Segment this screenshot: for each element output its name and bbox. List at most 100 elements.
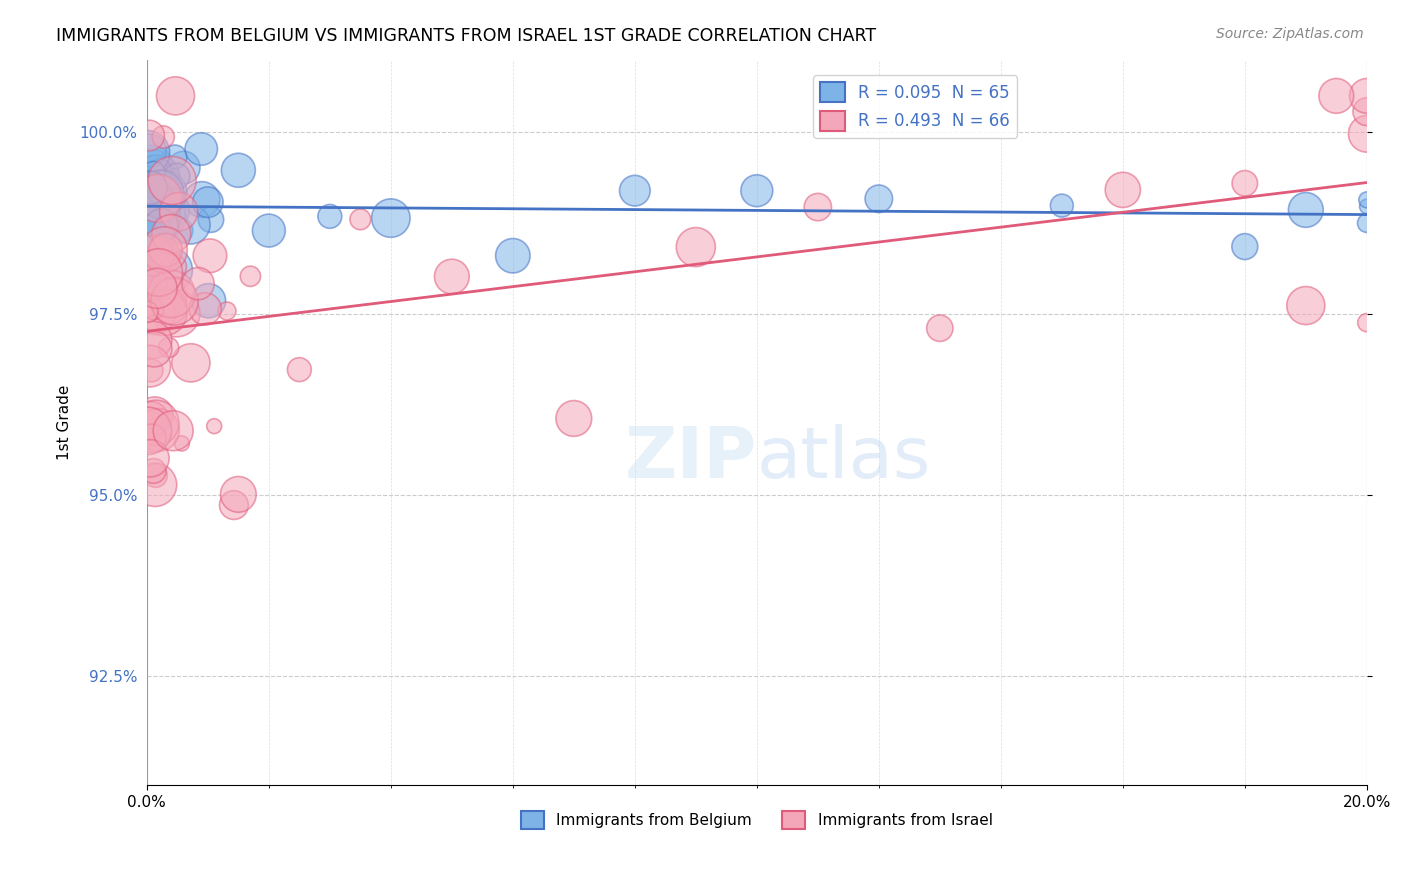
Immigrants from Israel	[153, 305, 176, 319]
Immigrants from Belgium	[136, 187, 159, 202]
Immigrants from Belgium	[136, 145, 159, 160]
Immigrants from Israel	[163, 260, 186, 274]
Immigrants from Israel	[143, 477, 166, 491]
Immigrants from Israel	[145, 468, 167, 483]
Immigrants from Belgium	[180, 218, 202, 232]
Immigrants from Israel	[136, 297, 159, 311]
Immigrants from Israel	[136, 278, 159, 293]
Immigrants from Israel	[138, 128, 160, 143]
Immigrants from Belgium	[142, 196, 165, 211]
Immigrants from Israel	[202, 419, 225, 434]
Immigrants from Israel	[141, 363, 163, 377]
Immigrants from Belgium	[142, 229, 165, 244]
Immigrants from Israel	[1324, 88, 1347, 103]
Immigrants from Belgium	[152, 210, 174, 224]
Immigrants from Israel	[239, 269, 262, 284]
Immigrants from Belgium	[141, 177, 163, 191]
Immigrants from Belgium	[139, 226, 162, 240]
Immigrants from Belgium	[319, 210, 342, 224]
Immigrants from Belgium	[139, 252, 162, 267]
Immigrants from Belgium	[136, 201, 159, 215]
Immigrants from Belgium	[157, 263, 180, 277]
Immigrants from Israel	[194, 301, 217, 316]
Immigrants from Belgium	[136, 216, 159, 230]
Immigrants from Belgium	[502, 249, 524, 263]
Immigrants from Israel	[160, 173, 183, 187]
Y-axis label: 1st Grade: 1st Grade	[58, 384, 72, 460]
Immigrants from Israel	[153, 243, 176, 257]
Immigrants from Belgium	[1355, 199, 1378, 213]
Immigrants from Israel	[153, 289, 176, 303]
Immigrants from Israel	[152, 248, 174, 262]
Immigrants from Israel	[928, 321, 950, 335]
Immigrants from Israel	[145, 416, 167, 430]
Immigrants from Israel	[1355, 316, 1378, 330]
Immigrants from Belgium	[191, 193, 214, 207]
Immigrants from Belgium	[1050, 198, 1073, 212]
Immigrants from Belgium	[150, 219, 173, 233]
Immigrants from Israel	[288, 362, 311, 376]
Immigrants from Belgium	[139, 144, 162, 158]
Immigrants from Israel	[215, 304, 238, 318]
Immigrants from Israel	[562, 411, 585, 425]
Immigrants from Belgium	[138, 210, 160, 224]
Immigrants from Belgium	[624, 184, 647, 198]
Immigrants from Israel	[148, 265, 170, 279]
Immigrants from Israel	[143, 342, 166, 356]
Immigrants from Israel	[157, 341, 180, 355]
Immigrants from Israel	[180, 356, 202, 370]
Text: atlas: atlas	[756, 424, 931, 493]
Text: IMMIGRANTS FROM BELGIUM VS IMMIGRANTS FROM ISRAEL 1ST GRADE CORRELATION CHART: IMMIGRANTS FROM BELGIUM VS IMMIGRANTS FR…	[56, 27, 876, 45]
Immigrants from Belgium	[152, 186, 174, 201]
Immigrants from Belgium	[142, 166, 165, 180]
Legend: Immigrants from Belgium, Immigrants from Israel: Immigrants from Belgium, Immigrants from…	[515, 805, 998, 836]
Immigrants from Israel	[349, 212, 371, 227]
Immigrants from Israel	[152, 129, 174, 144]
Immigrants from Belgium	[200, 212, 222, 227]
Text: ZIP: ZIP	[624, 424, 756, 493]
Immigrants from Israel	[136, 424, 159, 438]
Immigrants from Israel	[167, 204, 190, 219]
Immigrants from Belgium	[169, 223, 191, 237]
Immigrants from Israel	[159, 300, 181, 314]
Immigrants from Israel	[142, 249, 165, 263]
Immigrants from Belgium	[139, 165, 162, 179]
Immigrants from Belgium	[228, 163, 250, 178]
Immigrants from Israel	[440, 269, 463, 284]
Immigrants from Israel	[139, 451, 162, 466]
Immigrants from Belgium	[145, 172, 167, 186]
Immigrants from Belgium	[152, 186, 174, 200]
Immigrants from Israel	[160, 286, 183, 301]
Immigrants from Israel	[146, 191, 169, 205]
Immigrants from Israel	[139, 412, 162, 426]
Immigrants from Israel	[165, 88, 187, 103]
Immigrants from Israel	[139, 359, 162, 373]
Immigrants from Israel	[160, 227, 183, 241]
Immigrants from Israel	[170, 436, 193, 450]
Immigrants from Israel	[187, 277, 209, 291]
Immigrants from Belgium	[166, 169, 188, 184]
Immigrants from Israel	[1355, 127, 1378, 141]
Immigrants from Israel	[143, 408, 166, 422]
Immigrants from Belgium	[153, 217, 176, 231]
Immigrants from Belgium	[142, 239, 165, 253]
Immigrants from Belgium	[160, 203, 183, 218]
Immigrants from Israel	[1355, 88, 1378, 103]
Immigrants from Belgium	[148, 186, 170, 201]
Immigrants from Israel	[807, 200, 830, 214]
Immigrants from Israel	[146, 281, 169, 295]
Immigrants from Israel	[136, 305, 159, 319]
Immigrants from Belgium	[141, 228, 163, 243]
Immigrants from Israel	[155, 243, 177, 257]
Immigrants from Belgium	[146, 187, 169, 202]
Immigrants from Israel	[142, 464, 165, 478]
Immigrants from Israel	[163, 294, 186, 309]
Immigrants from Belgium	[197, 293, 219, 308]
Immigrants from Israel	[146, 423, 169, 437]
Immigrants from Belgium	[380, 211, 402, 225]
Immigrants from Belgium	[197, 195, 219, 210]
Immigrants from Israel	[685, 240, 707, 254]
Immigrants from Belgium	[136, 223, 159, 237]
Immigrants from Belgium	[138, 206, 160, 220]
Immigrants from Israel	[228, 487, 250, 501]
